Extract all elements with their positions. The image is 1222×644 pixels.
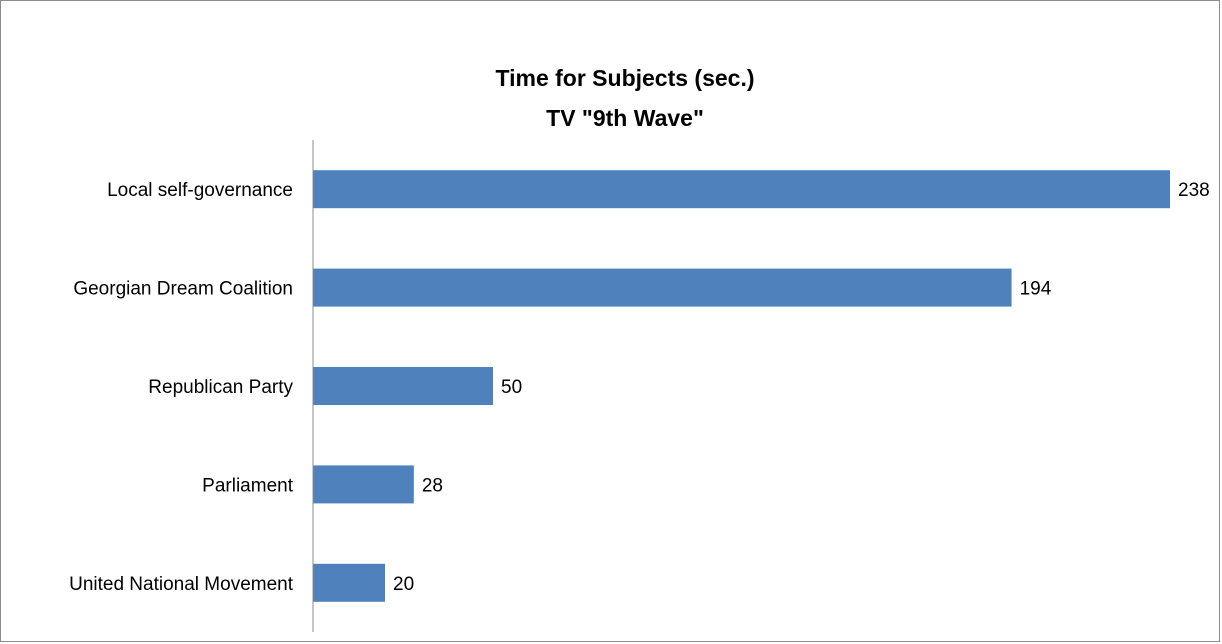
bar-republican-party (313, 367, 494, 405)
chart-subtitle: TV "9th Wave" (546, 105, 704, 131)
data-label: 194 (1020, 279, 1052, 300)
bar-georgian-dream-coalition (313, 268, 1012, 307)
chart-title: Time for Subjects (sec.) (495, 65, 755, 91)
data-label: 50 (501, 377, 522, 398)
data-label: 20 (393, 574, 414, 595)
bars-layer (313, 170, 1170, 602)
bar-parliament (313, 465, 414, 504)
category-label: Georgian Dream Coalition (73, 279, 293, 300)
category-label: Republican Party (148, 377, 293, 398)
data-label: 28 (422, 475, 443, 496)
bar-local-self-governance (313, 170, 1170, 209)
bar-united-national-movement (313, 563, 386, 602)
chart-title-block: Time for Subjects (sec.) TV "9th Wave" (0, 58, 1222, 138)
category-label: Parliament (202, 475, 294, 496)
labels-layer: Local self-governance 238 Georgian Dream C… (69, 180, 1210, 595)
category-label: United National Movement (69, 574, 294, 595)
category-label: Local self-governance (107, 180, 293, 201)
data-label: 238 (1178, 180, 1210, 201)
